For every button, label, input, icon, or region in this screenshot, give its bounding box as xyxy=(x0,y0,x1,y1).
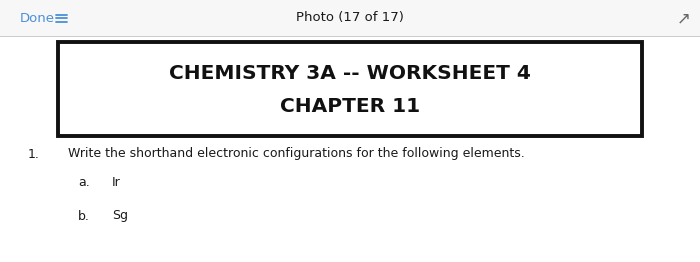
Text: 1.: 1. xyxy=(28,148,40,161)
Text: Write the shorthand electronic configurations for the following elements.: Write the shorthand electronic configura… xyxy=(68,148,525,161)
Text: CHEMISTRY 3A -- WORKSHEET 4: CHEMISTRY 3A -- WORKSHEET 4 xyxy=(169,63,531,83)
Text: Done: Done xyxy=(20,12,55,25)
Bar xyxy=(58,42,642,136)
Text: b.: b. xyxy=(78,210,90,222)
Text: Sg: Sg xyxy=(112,210,128,222)
Text: CHAPTER 11: CHAPTER 11 xyxy=(280,97,420,116)
Text: ↗: ↗ xyxy=(677,9,691,27)
Bar xyxy=(0,36,700,262)
Bar xyxy=(0,0,700,36)
Text: Photo (17 of 17): Photo (17 of 17) xyxy=(296,12,404,25)
Text: a.: a. xyxy=(78,176,90,188)
Text: Ir: Ir xyxy=(112,176,120,188)
